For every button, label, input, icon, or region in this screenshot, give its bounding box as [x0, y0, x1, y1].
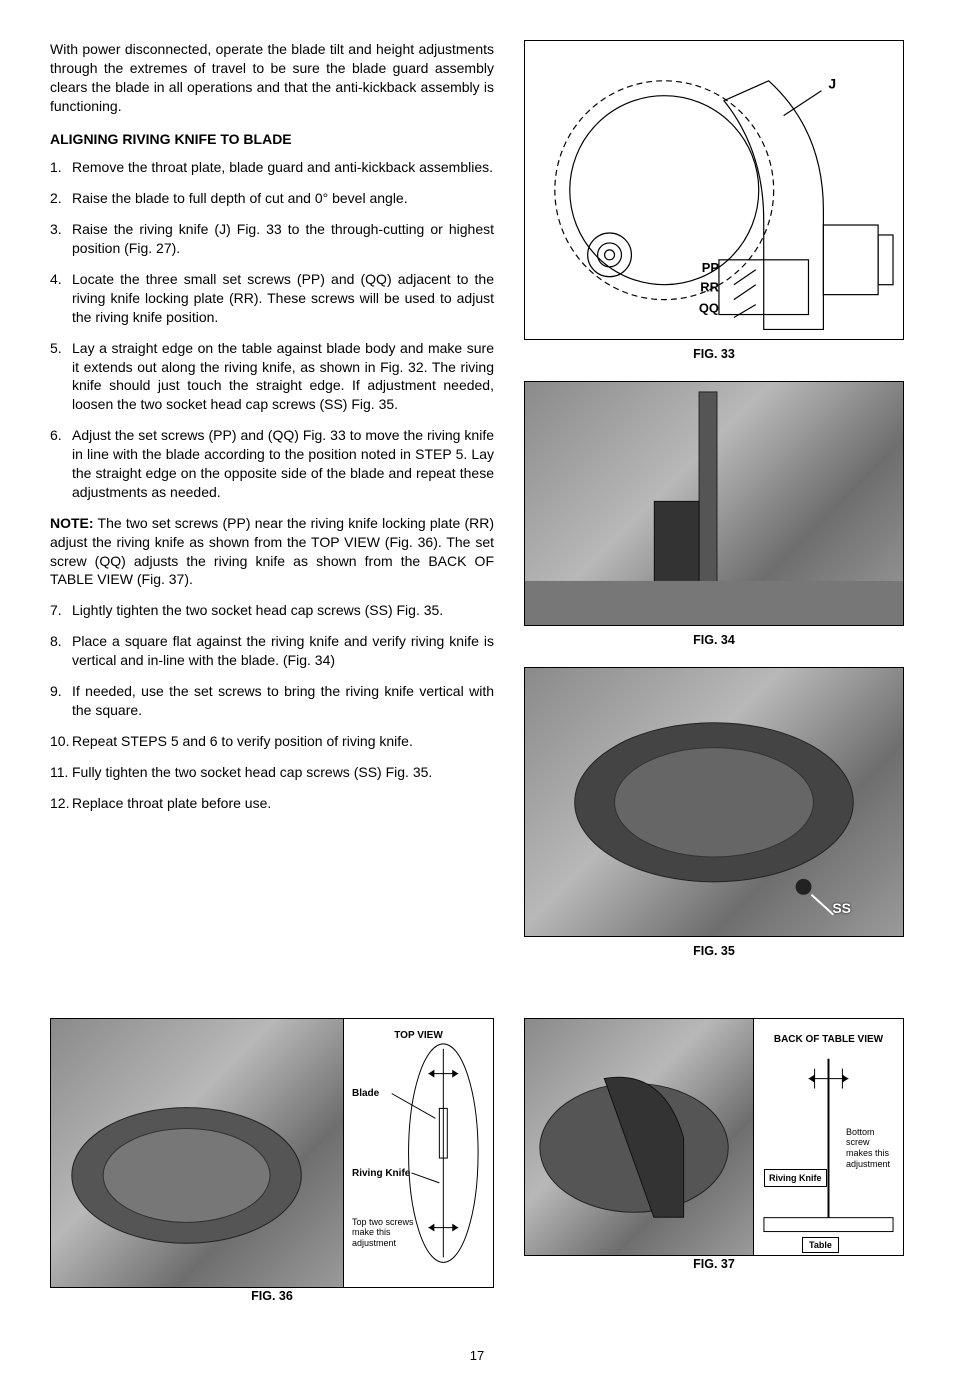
step-item: Remove the throat plate, blade guard and…: [50, 158, 494, 177]
step-item: Raise the riving knife (J) Fig. 33 to th…: [50, 220, 494, 258]
fig37-diagram: BACK OF TABLE VIEW Riving Knife Table Bo…: [753, 1019, 903, 1255]
step-item: Repeat STEPS 5 and 6 to verify position …: [50, 732, 494, 751]
fig36-caption: FIG. 36: [50, 1288, 494, 1305]
fig33-caption: FIG. 33: [524, 346, 904, 363]
step-item: Lightly tighten the two socket head cap …: [50, 601, 494, 620]
figure-37: BACK OF TABLE VIEW Riving Knife Table Bo…: [524, 1018, 904, 1256]
fig33-label-qq: QQ: [699, 301, 719, 316]
step-item: If needed, use the set screws to bring t…: [50, 682, 494, 720]
figure-36: TOP VIEW Blade Riving Knife: [50, 1018, 494, 1288]
fig36-note: Top two screws make this adjustment: [352, 1217, 427, 1249]
figure-36-wrap: TOP VIEW Blade Riving Knife: [50, 1018, 494, 1323]
fig37-table-label: Table: [802, 1237, 839, 1253]
right-column: J PP RR QQ FIG. 33 FIG. 34: [524, 40, 904, 978]
fig35-caption: FIG. 35: [524, 943, 904, 960]
step-item: Locate the three small set screws (PP) a…: [50, 270, 494, 327]
fig36-diagram: TOP VIEW Blade Riving Knife: [343, 1019, 493, 1287]
fig36-photo: [51, 1019, 343, 1287]
note-label: NOTE:: [50, 515, 94, 531]
fig37-riving-knife-label: Riving Knife: [764, 1169, 827, 1187]
fig35-photo: [525, 668, 903, 936]
intro-paragraph: With power disconnected, operate the bla…: [50, 40, 494, 116]
steps-list-b: Lightly tighten the two socket head cap …: [50, 601, 494, 812]
note-paragraph: NOTE: The two set screws (PP) near the r…: [50, 514, 494, 590]
fig34-caption: FIG. 34: [524, 632, 904, 649]
fig37-photo: [525, 1019, 753, 1255]
figure-33: J PP RR QQ: [524, 40, 904, 340]
figure-34: [524, 381, 904, 626]
section-heading: ALIGNING RIVING KNIFE TO BLADE: [50, 130, 494, 149]
fig34-photo: [525, 382, 903, 625]
page-number: 17: [50, 1347, 904, 1365]
fig36-blade-label: Blade: [352, 1087, 379, 1101]
step-item: Replace throat plate before use.: [50, 794, 494, 813]
fig33-diagram-svg: J PP RR QQ: [525, 41, 903, 339]
fig35-label-ss: SS: [832, 899, 851, 918]
fig33-label-pp: PP: [702, 260, 720, 275]
step-item: Adjust the set screws (PP) and (QQ) Fig.…: [50, 426, 494, 502]
figure-37-wrap: BACK OF TABLE VIEW Riving Knife Table Bo…: [524, 1018, 904, 1323]
step-item: Raise the blade to full depth of cut and…: [50, 189, 494, 208]
fig37-caption: FIG. 37: [524, 1256, 904, 1273]
left-column: With power disconnected, operate the bla…: [50, 40, 494, 978]
fig33-label-rr: RR: [700, 280, 719, 295]
fig33-label-j: J: [828, 76, 836, 92]
fig36-riving-knife-label: Riving Knife: [352, 1167, 410, 1181]
step-item: Fully tighten the two socket head cap sc…: [50, 763, 494, 782]
fig37-note: Bottom screw makes this adjustment: [846, 1127, 898, 1170]
step-item: Place a square flat against the riving k…: [50, 632, 494, 670]
figure-35: SS: [524, 667, 904, 937]
step-item: Lay a straight edge on the table against…: [50, 339, 494, 415]
note-text: The two set screws (PP) near the riving …: [50, 515, 494, 588]
steps-list-a: Remove the throat plate, blade guard and…: [50, 158, 494, 501]
